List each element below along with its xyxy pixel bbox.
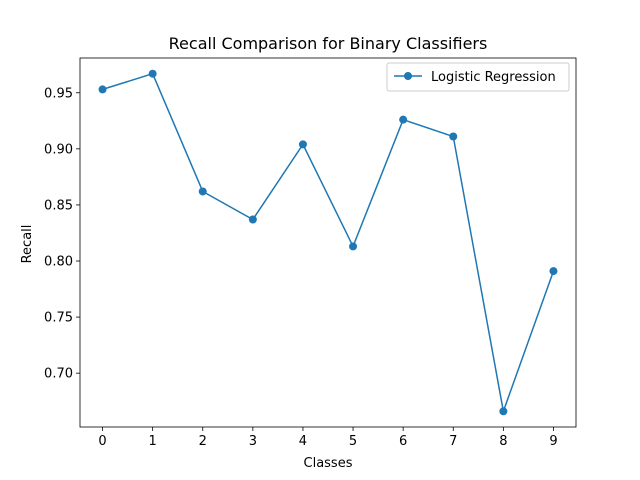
data-point — [499, 407, 508, 416]
legend-label-logistic-regression: Logistic Regression — [431, 70, 556, 85]
legend: Logistic Regression — [386, 62, 570, 92]
y-tick-label: 0.90 — [44, 142, 73, 157]
data-point — [298, 140, 307, 149]
x-tick-label: 0 — [98, 434, 106, 449]
x-tick-label: 6 — [399, 434, 407, 449]
data-point — [349, 242, 358, 251]
y-tick-label: 0.95 — [44, 86, 73, 101]
x-tick-label: 8 — [499, 434, 507, 449]
data-point — [198, 187, 207, 196]
x-tick-label: 9 — [549, 434, 557, 449]
data-point — [449, 132, 458, 141]
series-line-0 — [102, 72, 555, 415]
x-tick-label: 1 — [149, 434, 157, 449]
x-tick-label: 3 — [249, 434, 257, 449]
legend-marker-logistic-regression — [404, 72, 412, 80]
x-tick-label: 2 — [199, 434, 207, 449]
data-point — [248, 215, 257, 224]
plot-area: 0 1 2 3 4 5 6 7 8 9 0.70 0.75 0.80 0.85 0.90 0.95 — [44, 57, 577, 449]
data-point — [98, 85, 107, 94]
x-tick-label: 4 — [299, 434, 307, 449]
data-point — [148, 69, 157, 78]
chart-title: Recall Comparison for Binary Classifiers — [169, 34, 488, 53]
y-tick-label: 0.70 — [44, 367, 73, 382]
y-tick-label: 0.85 — [44, 198, 73, 213]
x-tick-label: 7 — [449, 434, 457, 449]
data-point — [399, 115, 408, 124]
y-tick-label: 0.75 — [44, 311, 73, 326]
y-axis-label: Recall — [20, 225, 35, 264]
y-tick-label: 0.80 — [44, 255, 73, 270]
x-tick-label: 5 — [349, 434, 357, 449]
x-axis-label: Classes — [304, 456, 353, 471]
legend-box — [386, 62, 570, 92]
data-point — [549, 267, 558, 276]
axes-frame — [79, 57, 577, 428]
